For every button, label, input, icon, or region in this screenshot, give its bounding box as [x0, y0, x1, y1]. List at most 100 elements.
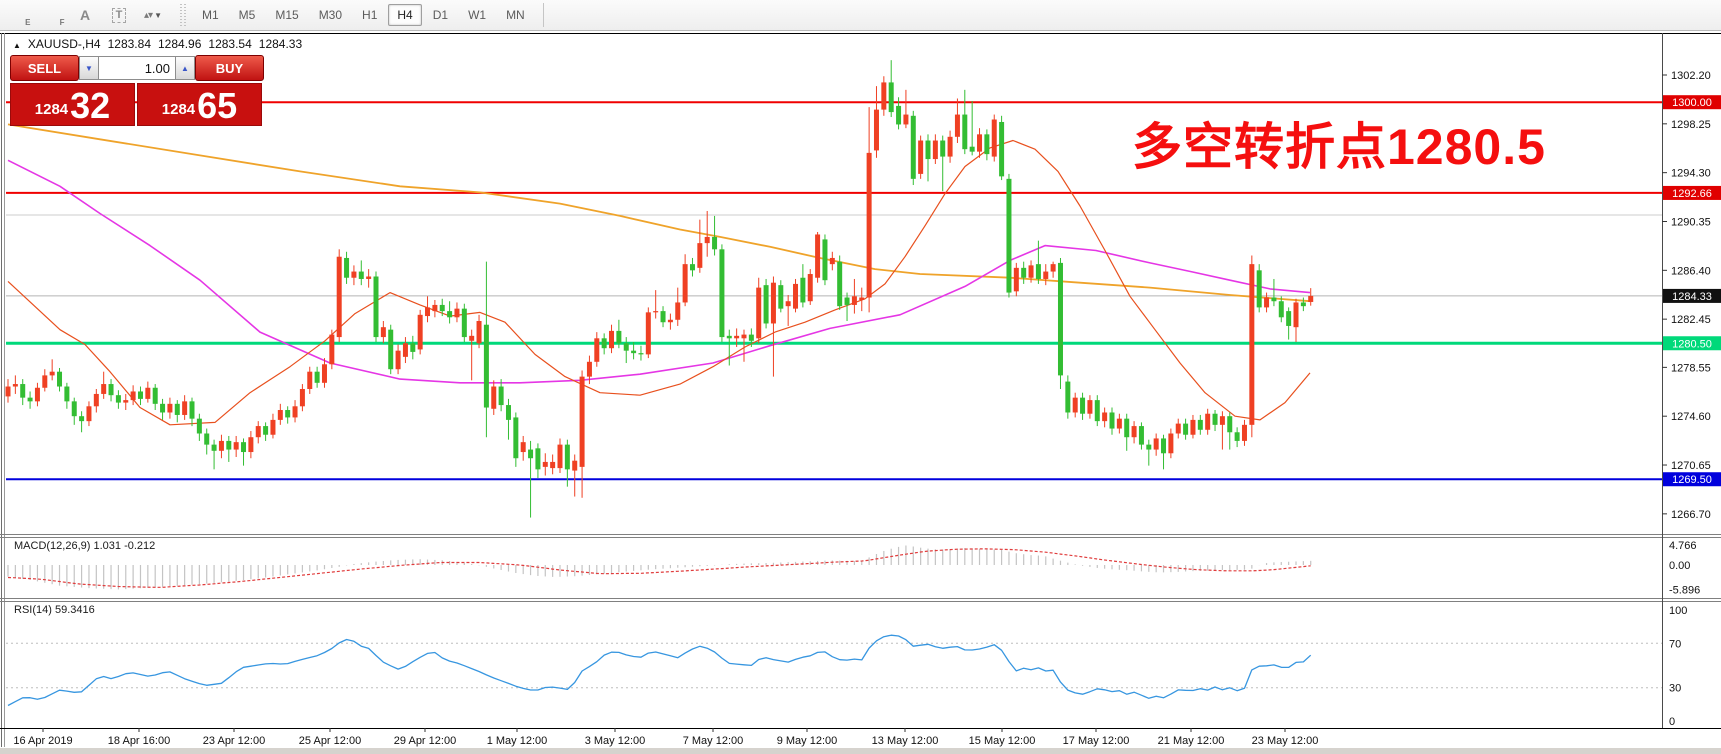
macd-values: 1.031 -0.212	[93, 540, 156, 552]
rsi-axis-label: 70	[1669, 638, 1681, 650]
candle	[20, 384, 26, 398]
time-axis-label: 3 May 12:00	[585, 735, 646, 747]
candle	[528, 449, 534, 459]
bid-price-box[interactable]: 1284 32	[10, 83, 135, 126]
candle	[1234, 432, 1240, 441]
price-badge-label: 1284.33	[1672, 291, 1712, 303]
candle	[1080, 397, 1086, 414]
candle	[380, 327, 386, 338]
time-axis-label: 25 Apr 12:00	[299, 735, 361, 747]
candle	[756, 287, 762, 339]
time-axis-label: 13 May 12:00	[872, 735, 939, 747]
candle	[1109, 412, 1115, 429]
candle	[12, 384, 18, 387]
timeframe-button-W1[interactable]: W1	[468, 8, 487, 22]
candle	[991, 119, 997, 157]
time-axis-label: 29 Apr 12:00	[394, 735, 456, 747]
candle	[1138, 426, 1144, 445]
candle	[34, 387, 40, 402]
volume-input[interactable]	[99, 56, 175, 80]
candle	[314, 371, 320, 383]
price-badge-label: 1300.00	[1672, 97, 1712, 109]
candle	[866, 152, 872, 298]
candle	[248, 437, 254, 453]
candle	[984, 134, 990, 155]
candle	[263, 426, 269, 435]
text-label-icon[interactable]: A	[79, 7, 91, 23]
candle	[108, 384, 114, 396]
timeframe-button-H4[interactable]: H4	[388, 4, 422, 26]
candle	[1006, 178, 1012, 293]
collapse-icon[interactable]: ▲	[13, 41, 21, 50]
time-axis-label: 15 May 12:00	[969, 735, 1036, 747]
candle	[137, 391, 143, 399]
ask-price-pips: 65	[197, 84, 238, 126]
candle	[1161, 438, 1167, 454]
equidistant-channel-icon[interactable]: E	[3, 2, 31, 28]
timeframe-button-MN[interactable]: MN	[506, 8, 525, 22]
candle	[535, 448, 541, 470]
candle	[741, 334, 747, 339]
timeframe-button-M5[interactable]: M5	[238, 8, 256, 22]
chevron-down-icon: ▼	[154, 10, 162, 20]
timeframe-button-D1[interactable]: D1	[432, 8, 449, 22]
price-tick-label: 1302.20	[1671, 70, 1711, 82]
one-click-trading-panel: SELL ▼ ▲ BUY 1284 32 1284 65	[10, 55, 266, 126]
candle	[270, 419, 276, 435]
candle	[1028, 265, 1034, 278]
arrows-icon[interactable]: ▴▾ ▼	[144, 9, 162, 21]
macd-pane-label: MACD(12,26,9) 1.031 -0.212	[14, 540, 156, 552]
candle	[1175, 423, 1181, 434]
candle	[388, 329, 394, 370]
top-toolbar: E F A T ▴▾ ▼ M1 M5 M15 M30 H1 H4 D1 W1 MN	[0, 0, 1721, 31]
candle	[241, 442, 247, 453]
timeframe-button-M1[interactable]: M1	[202, 8, 219, 22]
candle	[307, 371, 313, 389]
macd-axis-label: 0.00	[1669, 560, 1690, 572]
timeframe-button-M15[interactable]: M15	[275, 8, 299, 22]
candle	[255, 426, 261, 438]
candle	[1102, 412, 1108, 422]
time-axis-label: 9 May 12:00	[777, 735, 838, 747]
buy-button[interactable]: BUY	[195, 55, 264, 81]
volume-increase-button[interactable]: ▲	[175, 56, 195, 80]
candle	[101, 384, 107, 394]
text-box-icon[interactable]: T	[105, 2, 133, 28]
timeframe-button-M30[interactable]: M30	[318, 8, 343, 22]
candle	[954, 114, 960, 137]
candle	[1293, 302, 1299, 328]
ask-price-box[interactable]: 1284 65	[137, 83, 262, 126]
sell-button[interactable]: SELL	[10, 55, 79, 81]
candle	[469, 335, 475, 341]
candle	[1021, 267, 1027, 278]
candle	[71, 401, 77, 417]
candle	[277, 410, 283, 420]
candle	[748, 334, 754, 341]
candle	[461, 308, 467, 338]
toolbar-drag-handle[interactable]	[180, 4, 187, 26]
candle	[1116, 418, 1122, 429]
ohlc-open: 1283.84	[107, 37, 151, 51]
candle	[483, 324, 489, 408]
candle	[667, 319, 673, 323]
candle	[417, 314, 423, 350]
candle	[123, 400, 129, 403]
candle	[918, 140, 924, 174]
candle	[564, 444, 570, 470]
candle	[712, 236, 718, 250]
candle	[189, 401, 195, 419]
price-tick-label: 1278.55	[1671, 362, 1711, 374]
macd-signal-line	[7, 548, 1311, 588]
price-tick-label: 1274.60	[1671, 411, 1711, 423]
candle	[859, 297, 865, 300]
fibonacci-retracement-icon[interactable]: F	[37, 2, 65, 28]
price-tick-label: 1282.45	[1671, 314, 1711, 326]
candle	[616, 330, 622, 344]
candle	[1219, 416, 1225, 425]
price-badge-1280.50	[1663, 336, 1721, 351]
timeframe-button-H1[interactable]: H1	[362, 8, 378, 22]
fibonacci-glyph: F	[59, 17, 65, 27]
candle	[491, 386, 497, 409]
candle	[292, 406, 298, 418]
volume-decrease-button[interactable]: ▼	[79, 56, 99, 80]
